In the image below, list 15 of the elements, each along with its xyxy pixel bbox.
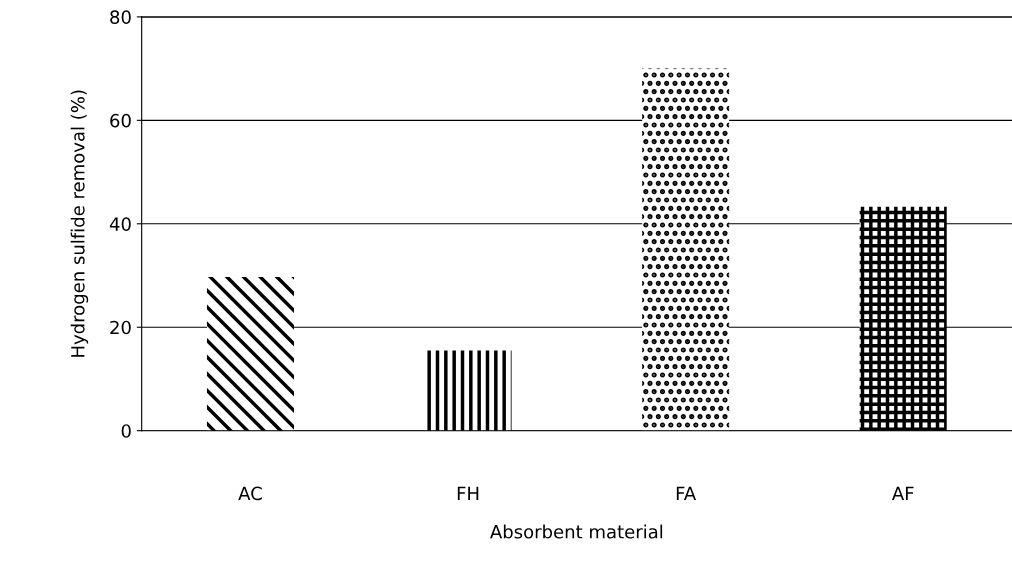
y-tick-label: 60 bbox=[110, 113, 131, 128]
x-tick-label: FH bbox=[457, 486, 479, 500]
y-tick-label: 40 bbox=[109, 217, 131, 231]
bar bbox=[859, 206, 947, 431]
x-axis-title: Absorbent material bbox=[490, 524, 663, 539]
x-tick-label: FA bbox=[676, 486, 697, 500]
y-tick-label: 80 bbox=[110, 10, 131, 25]
bar bbox=[206, 277, 294, 431]
y-tick-label: 20 bbox=[110, 320, 131, 335]
x-tick-label: AC bbox=[238, 486, 262, 501]
x-tick-label: AF bbox=[891, 486, 914, 500]
bar bbox=[424, 350, 512, 431]
y-tick-label: 0 bbox=[121, 424, 131, 438]
bar bbox=[642, 68, 730, 431]
y-axis-title: Hydrogen sulfide removal (%) bbox=[70, 90, 89, 357]
